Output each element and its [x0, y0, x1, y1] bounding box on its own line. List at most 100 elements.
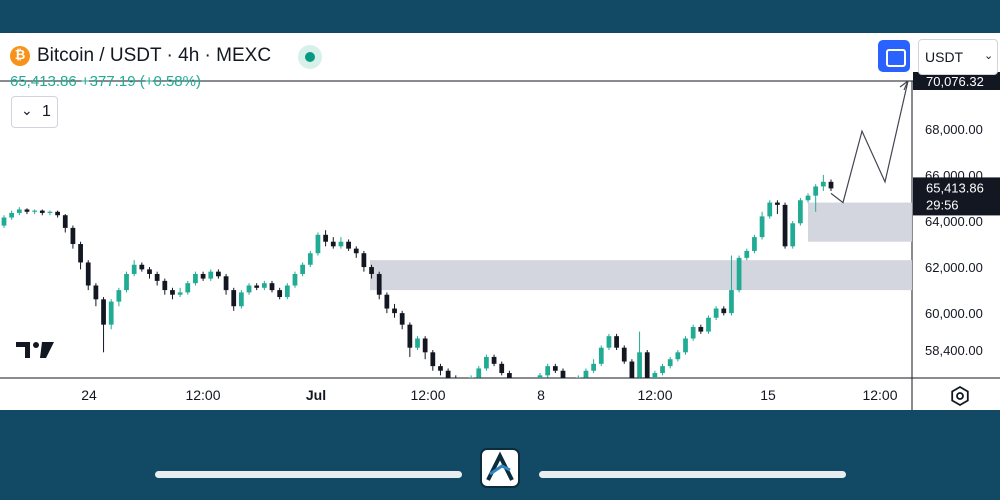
- candle-body: [55, 211, 60, 216]
- candle-body: [530, 385, 535, 392]
- candle-body: [177, 292, 183, 295]
- candle-body: [767, 202, 773, 217]
- x-tick-label: 24: [81, 387, 97, 403]
- candle-body: [637, 352, 642, 378]
- candle-body: [277, 290, 283, 298]
- x-tick-label: 12:00: [410, 387, 445, 403]
- candle-body: [1, 217, 7, 226]
- candle-body: [193, 273, 198, 284]
- candle-body: [78, 244, 83, 263]
- candle-body: [162, 280, 168, 291]
- x-tick-label: 12:00: [637, 387, 672, 403]
- candle-body: [461, 382, 466, 387]
- candle-body: [407, 324, 413, 348]
- candle-body: [422, 338, 428, 353]
- candle-body: [231, 290, 237, 307]
- candle-body: [116, 290, 122, 302]
- candle-body: [200, 273, 206, 279]
- candle-body: [545, 366, 551, 376]
- candle-body: [683, 338, 688, 353]
- chart-header: ₿ Bitcoin / USDT · 4h · MEXC USDT ⌄: [0, 33, 1000, 81]
- y-tick-label: 60,000.00: [925, 306, 983, 321]
- candle-body: [170, 290, 175, 295]
- price-change-line: 65,413.86 +377.19 (+0.58%): [10, 73, 201, 90]
- price-chart[interactable]: 68,000.0066,000.0064,000.0062,000.0060,0…: [0, 33, 1000, 410]
- target-price-badge: [913, 72, 1000, 90]
- candle-body: [430, 352, 436, 367]
- chart-panel[interactable]: 68,000.00 66,000.00 64,000.00 62,000.00 60,0…: [0, 33, 1000, 410]
- candle-body: [552, 366, 558, 371]
- candle-body: [706, 317, 711, 332]
- candle-body: [591, 363, 596, 371]
- candle-body: [491, 356, 497, 364]
- candle-body: [384, 294, 390, 309]
- candle-body: [254, 285, 260, 288]
- currency-select[interactable]: USDT ⌄: [918, 39, 998, 75]
- candle-body: [468, 377, 474, 378]
- candle-body: [797, 200, 803, 224]
- candle-body: [62, 215, 68, 228]
- candle-body: [484, 356, 489, 369]
- candle-body: [690, 326, 696, 339]
- candle-body: [759, 216, 765, 238]
- candle-body: [70, 227, 76, 245]
- candle-body: [216, 271, 221, 277]
- supply-demand-zone: [370, 260, 912, 291]
- candle-body: [392, 308, 397, 314]
- target-price-label: 70,076.32: [926, 74, 984, 89]
- candle-body: [583, 370, 589, 378]
- candle-body: [729, 290, 734, 314]
- candle-body: [713, 308, 719, 318]
- candle-body: [108, 301, 114, 325]
- x-tick-label: 8: [537, 387, 545, 403]
- candle-body: [736, 257, 742, 291]
- fullscreen-button[interactable]: [878, 40, 910, 72]
- candle-body: [522, 387, 527, 392]
- candle-body: [820, 181, 826, 187]
- candle-body: [292, 273, 298, 286]
- nav-bar-left: [155, 471, 462, 478]
- candle-body: [507, 373, 512, 378]
- y-tick-label: 58,400.00: [925, 343, 983, 358]
- symbol-title[interactable]: Bitcoin / USDT · 4h · MEXC: [37, 45, 272, 66]
- projection-path: [830, 81, 909, 204]
- candle-body: [369, 267, 374, 274]
- candle-body: [775, 202, 780, 205]
- candle-body: [32, 210, 38, 212]
- currency-value: USDT: [925, 49, 964, 65]
- candle-body: [85, 262, 91, 286]
- candle-body: [353, 248, 359, 254]
- candle-body: [537, 375, 543, 378]
- candle-body: [208, 271, 214, 279]
- candle-body: [515, 382, 520, 387]
- candle-body: [606, 336, 612, 348]
- candle-body: [828, 181, 834, 189]
- candle-body: [652, 373, 658, 378]
- indicator-toggle[interactable]: ⌄ 1: [11, 96, 58, 128]
- candle-body: [813, 186, 819, 196]
- candle-body: [752, 237, 757, 251]
- candle-body: [47, 211, 53, 213]
- chevron-down-icon: ⌄: [984, 49, 994, 62]
- candle-body: [223, 276, 229, 291]
- candle-body: [744, 250, 750, 258]
- plot-area[interactable]: [1, 81, 912, 396]
- candle-body: [721, 308, 727, 314]
- candle-body: [782, 204, 788, 247]
- chevron-down-icon: ⌄: [21, 103, 33, 119]
- x-tick-label: 15: [760, 387, 776, 403]
- app-logo-icon[interactable]: [480, 448, 520, 488]
- x-tick-label: Jul: [306, 387, 326, 403]
- candle-body: [644, 352, 650, 378]
- candle-body: [361, 253, 367, 268]
- candle-body: [346, 241, 351, 249]
- y-tick-label: 68,000.00: [925, 122, 983, 137]
- candle-body: [667, 359, 673, 367]
- candle-body: [805, 195, 811, 201]
- candle-body: [499, 363, 505, 374]
- candle-body: [476, 368, 482, 378]
- candle-body: [39, 210, 45, 213]
- settings-gear-icon[interactable]: [949, 385, 971, 407]
- candle-body: [315, 234, 321, 254]
- candle-body: [269, 283, 275, 291]
